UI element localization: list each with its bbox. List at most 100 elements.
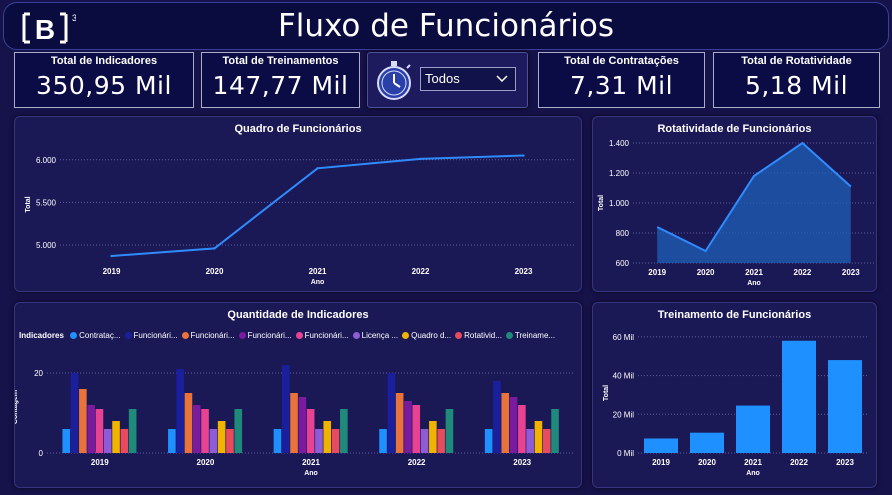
y-tick-label: 1.400 [609,139,630,148]
series-area [657,143,851,263]
bar-chart: 0 Mil 20 Mil 40 Mil 60 Mil 2019 2020 2021 2022 2… [603,333,868,477]
bar [429,421,437,453]
x-tick-label: 2022 [790,458,808,467]
kpi-label: Total de Indicadores [50,55,158,67]
kpi-value: 147,77 Mil [212,71,349,100]
bar [226,429,234,453]
bar [290,393,298,453]
kpi-label: Total de Treinamentos [222,55,339,67]
bar [315,429,323,453]
legend-label: Quadro d... [411,331,452,340]
kpi-total-indicadores: Total de Indicadores 350,95 Mil [14,52,194,108]
legend-item[interactable]: Contrataç... [70,331,121,340]
chart-rotatividade-funcionarios: Rotatividade de Funcionários 600 800 1.000… [592,116,877,292]
kpi-total-treinamentos: Total de Treinamentos 147,77 Mil [201,52,360,108]
bar [643,438,679,453]
x-tick-label: 2020 [697,268,715,277]
y-tick-label: 1.200 [609,169,630,178]
bar [120,429,129,453]
bar [827,360,863,453]
bar [184,393,193,453]
series-line [656,141,852,253]
legend-dot-icon [455,332,463,339]
x-tick-label: 2023 [842,268,860,277]
legend-item[interactable]: Funcionári... [124,331,178,340]
stopwatch-icon [377,61,411,100]
x-axis-label: Ano [311,279,325,286]
x-tick-label: 2020 [197,458,215,467]
legend-item[interactable]: Licença ... [352,331,398,340]
y-tick-label: 20 [34,369,43,378]
clustered-bar-chart: 0 20 2019 2020 2021 2022 2023 Ano Contagem [15,365,575,477]
x-tick-label: 2023 [836,458,854,467]
bar [103,429,112,453]
data-point [110,254,113,258]
kpi-label: Total de Contratações [564,55,679,67]
x-tick-label: 2019 [648,268,666,277]
legend-dot-icon [70,332,78,339]
legend-label: Contrataç... [79,331,121,340]
kpi-value: 5,18 Mil [744,71,849,100]
y-tick-label: 20 Mil [613,410,635,419]
bar [234,409,243,453]
chart-treinamento-funcionarios: Treinamento de Funcionários 0 Mil 20 Mil 4… [592,302,877,488]
bar [192,405,201,453]
legend-dot-icon [505,332,513,339]
y-tick-label: 5.000 [36,241,57,250]
bar [128,409,137,453]
chart-title: Treinamento de Funcionários [657,309,812,321]
legend-item[interactable]: Funcionári... [238,331,292,340]
x-tick-label: 2019 [91,458,109,467]
kpi-label: Total de Rotatividade [741,55,852,67]
kpi-value: 350,95 Mil [36,71,172,100]
x-tick-label: 2019 [652,458,670,467]
chart-title: Rotatividade de Funcionários [657,123,812,135]
bar [501,393,510,453]
bar [445,409,454,453]
bar [340,409,348,453]
bar [95,409,104,453]
x-tick-label: 2022 [412,267,430,276]
y-axis-label: Total [603,385,610,401]
kpi-total-contratacoes: Total de Contratações 7,31 Mil [538,52,705,108]
bar [387,373,396,453]
x-tick-label: 2023 [513,458,531,467]
bar [281,365,290,453]
chevron-down-icon [496,75,508,83]
bar [168,429,176,453]
chart-title: Quadro de Funcionários [234,123,362,135]
legend-item[interactable]: Rotativid... [455,331,502,340]
chart-title: Quantidade de Indicadores [227,309,369,321]
y-axis-label: Total [598,195,605,211]
bar [331,429,340,453]
x-tick-label: 2022 [794,268,812,277]
y-tick-label: 6.000 [36,156,57,165]
legend-label: Funcionári... [190,331,235,340]
legend-item[interactable]: Treiname... [505,331,556,340]
x-tick-label: 2019 [103,267,121,276]
legend-item[interactable]: Quadro d... [402,331,451,340]
bar [209,429,218,453]
svg-text:3: 3 [72,13,76,23]
bar [735,405,771,453]
area-chart: 600 800 1.000 1.200 1.400 2019 2020 2021 2022 202… [598,139,875,287]
bar [379,429,387,453]
b3-logo-icon: B 3 [22,12,76,45]
legend-label: Treiname... [514,331,556,340]
year-dropdown[interactable]: Todos [420,67,516,91]
bar [273,429,282,453]
legend-title: Indicadores [19,331,64,340]
legend-dot-icon [124,332,132,339]
legend-dot-icon [238,332,246,339]
x-tick-label: 2020 [698,458,716,467]
chart-quadro-funcionarios: Quadro de Funcionários 5.000 5.500 6.000 20… [14,116,582,292]
year-filter-slicer: Todos [367,52,528,108]
legend-item[interactable]: Funcionári... [181,331,235,340]
legend-dot-icon [352,332,360,339]
bar [201,409,209,453]
line-chart: 5.000 5.500 6.000 2019 2020 2021 2022 2023 Ano To… [25,154,575,286]
legend-dot-icon [181,332,189,339]
legend-item[interactable]: Funcionári... [295,331,349,340]
data-point [316,167,319,170]
x-axis-label: Ano [746,470,760,477]
